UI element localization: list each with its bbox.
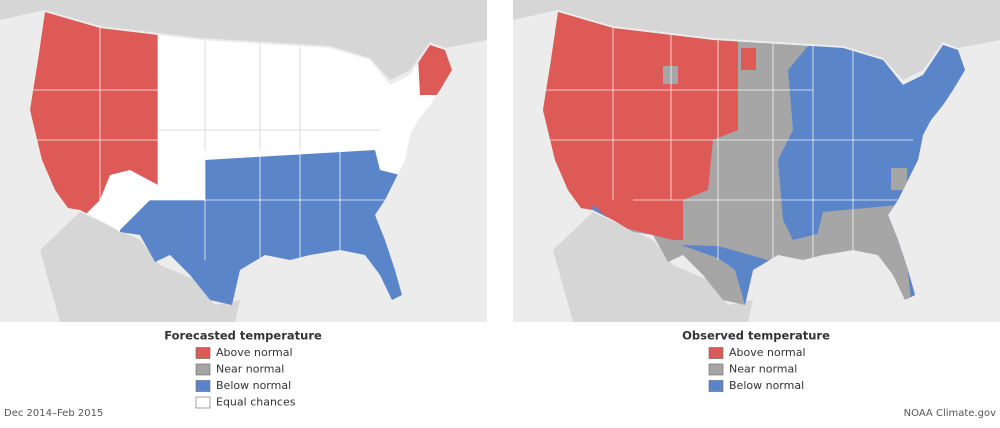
- legend-label: Below normal: [216, 379, 291, 392]
- legend-swatch: [195, 380, 211, 392]
- legend-swatch: [708, 363, 724, 376]
- legend-label: Equal chances: [216, 396, 296, 409]
- legend-label: Near normal: [216, 363, 284, 376]
- legend-title: Forecasted temperature: [164, 329, 322, 343]
- legend-title: Observed temperature: [682, 329, 830, 343]
- date-caption: Dec 2014–Feb 2015: [4, 408, 103, 419]
- legend-swatch: [708, 380, 724, 392]
- credit: NOAA Climate.gov: [904, 408, 996, 419]
- legend-label: Below normal: [729, 379, 804, 392]
- legend-swatch: [195, 396, 211, 409]
- forecast-map: [0, 0, 487, 322]
- legend-label: Near normal: [729, 363, 797, 376]
- legend-label: Above normal: [216, 346, 293, 359]
- observed-map: [513, 0, 1000, 322]
- legend-swatch: [195, 363, 211, 376]
- legend-swatch: [708, 347, 724, 359]
- legend-swatch: [195, 347, 211, 359]
- legend-label: Above normal: [729, 346, 806, 359]
